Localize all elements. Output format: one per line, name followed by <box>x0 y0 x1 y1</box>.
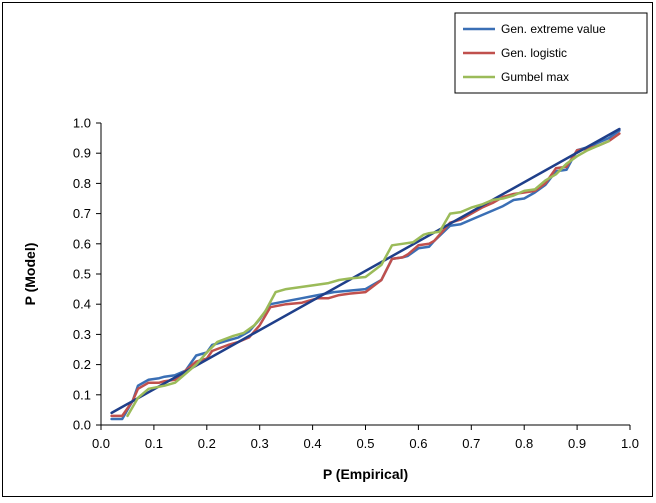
gen-logistic-line <box>110 132 621 418</box>
x-tick-label: 0.4 <box>304 436 322 451</box>
y-tick-label: 1.0 <box>73 116 91 131</box>
legend-label: Gumbel max <box>501 70 569 84</box>
gen-extreme-value-line <box>110 129 621 421</box>
chart-frame: 0.0 0.1 0.2 0.3 0.4 0.5 0.6 0.7 0.8 0.9 1.0 0.0 0.1 0… <box>2 2 653 497</box>
x-tick-label: 0.8 <box>515 436 533 451</box>
x-tick-label: 0.0 <box>92 436 110 451</box>
y-tick-label: 0.3 <box>73 327 91 342</box>
x-tick-label: 0.2 <box>198 436 216 451</box>
y-tick-label: 0.9 <box>73 146 91 161</box>
x-tick-label: 0.6 <box>409 436 427 451</box>
x-tick-label: 1.0 <box>621 436 639 451</box>
y-tick-label: 0.0 <box>73 418 91 433</box>
plot-series <box>110 127 621 421</box>
y-tick-label: 0.7 <box>73 206 91 221</box>
legend-label: Gen. logistic <box>501 46 567 60</box>
x-axis-title: P (Empirical) <box>323 466 408 482</box>
x-tick-label: 0.5 <box>356 436 374 451</box>
y-tick-label: 0.4 <box>73 297 91 312</box>
x-tick-label: 0.3 <box>251 436 269 451</box>
gumbel-max-line <box>126 139 611 418</box>
legend-label: Gen. extreme value <box>501 22 606 36</box>
chart-svg: 0.0 0.1 0.2 0.3 0.4 0.5 0.6 0.7 0.8 0.9 1.0 0.0 0.1 0… <box>22 12 648 482</box>
x-tick-label: 0.1 <box>145 436 163 451</box>
y-axis-title: P (Model) <box>22 243 38 306</box>
x-tick-label: 0.9 <box>568 436 586 451</box>
axes: 0.0 0.1 0.2 0.3 0.4 0.5 0.6 0.7 0.8 0.9 1.0 0.0 0.1 0… <box>73 116 639 452</box>
y-tick-label: 0.2 <box>73 357 91 372</box>
legend: Gen. extreme value Gen. logistic Gumbel ma… <box>454 12 648 94</box>
y-tick-label: 0.1 <box>73 387 91 402</box>
y-tick-label: 0.8 <box>73 176 91 191</box>
y-tick-label: 0.6 <box>73 236 91 251</box>
x-tick-label: 0.7 <box>462 436 480 451</box>
y-tick-label: 0.5 <box>73 267 91 282</box>
